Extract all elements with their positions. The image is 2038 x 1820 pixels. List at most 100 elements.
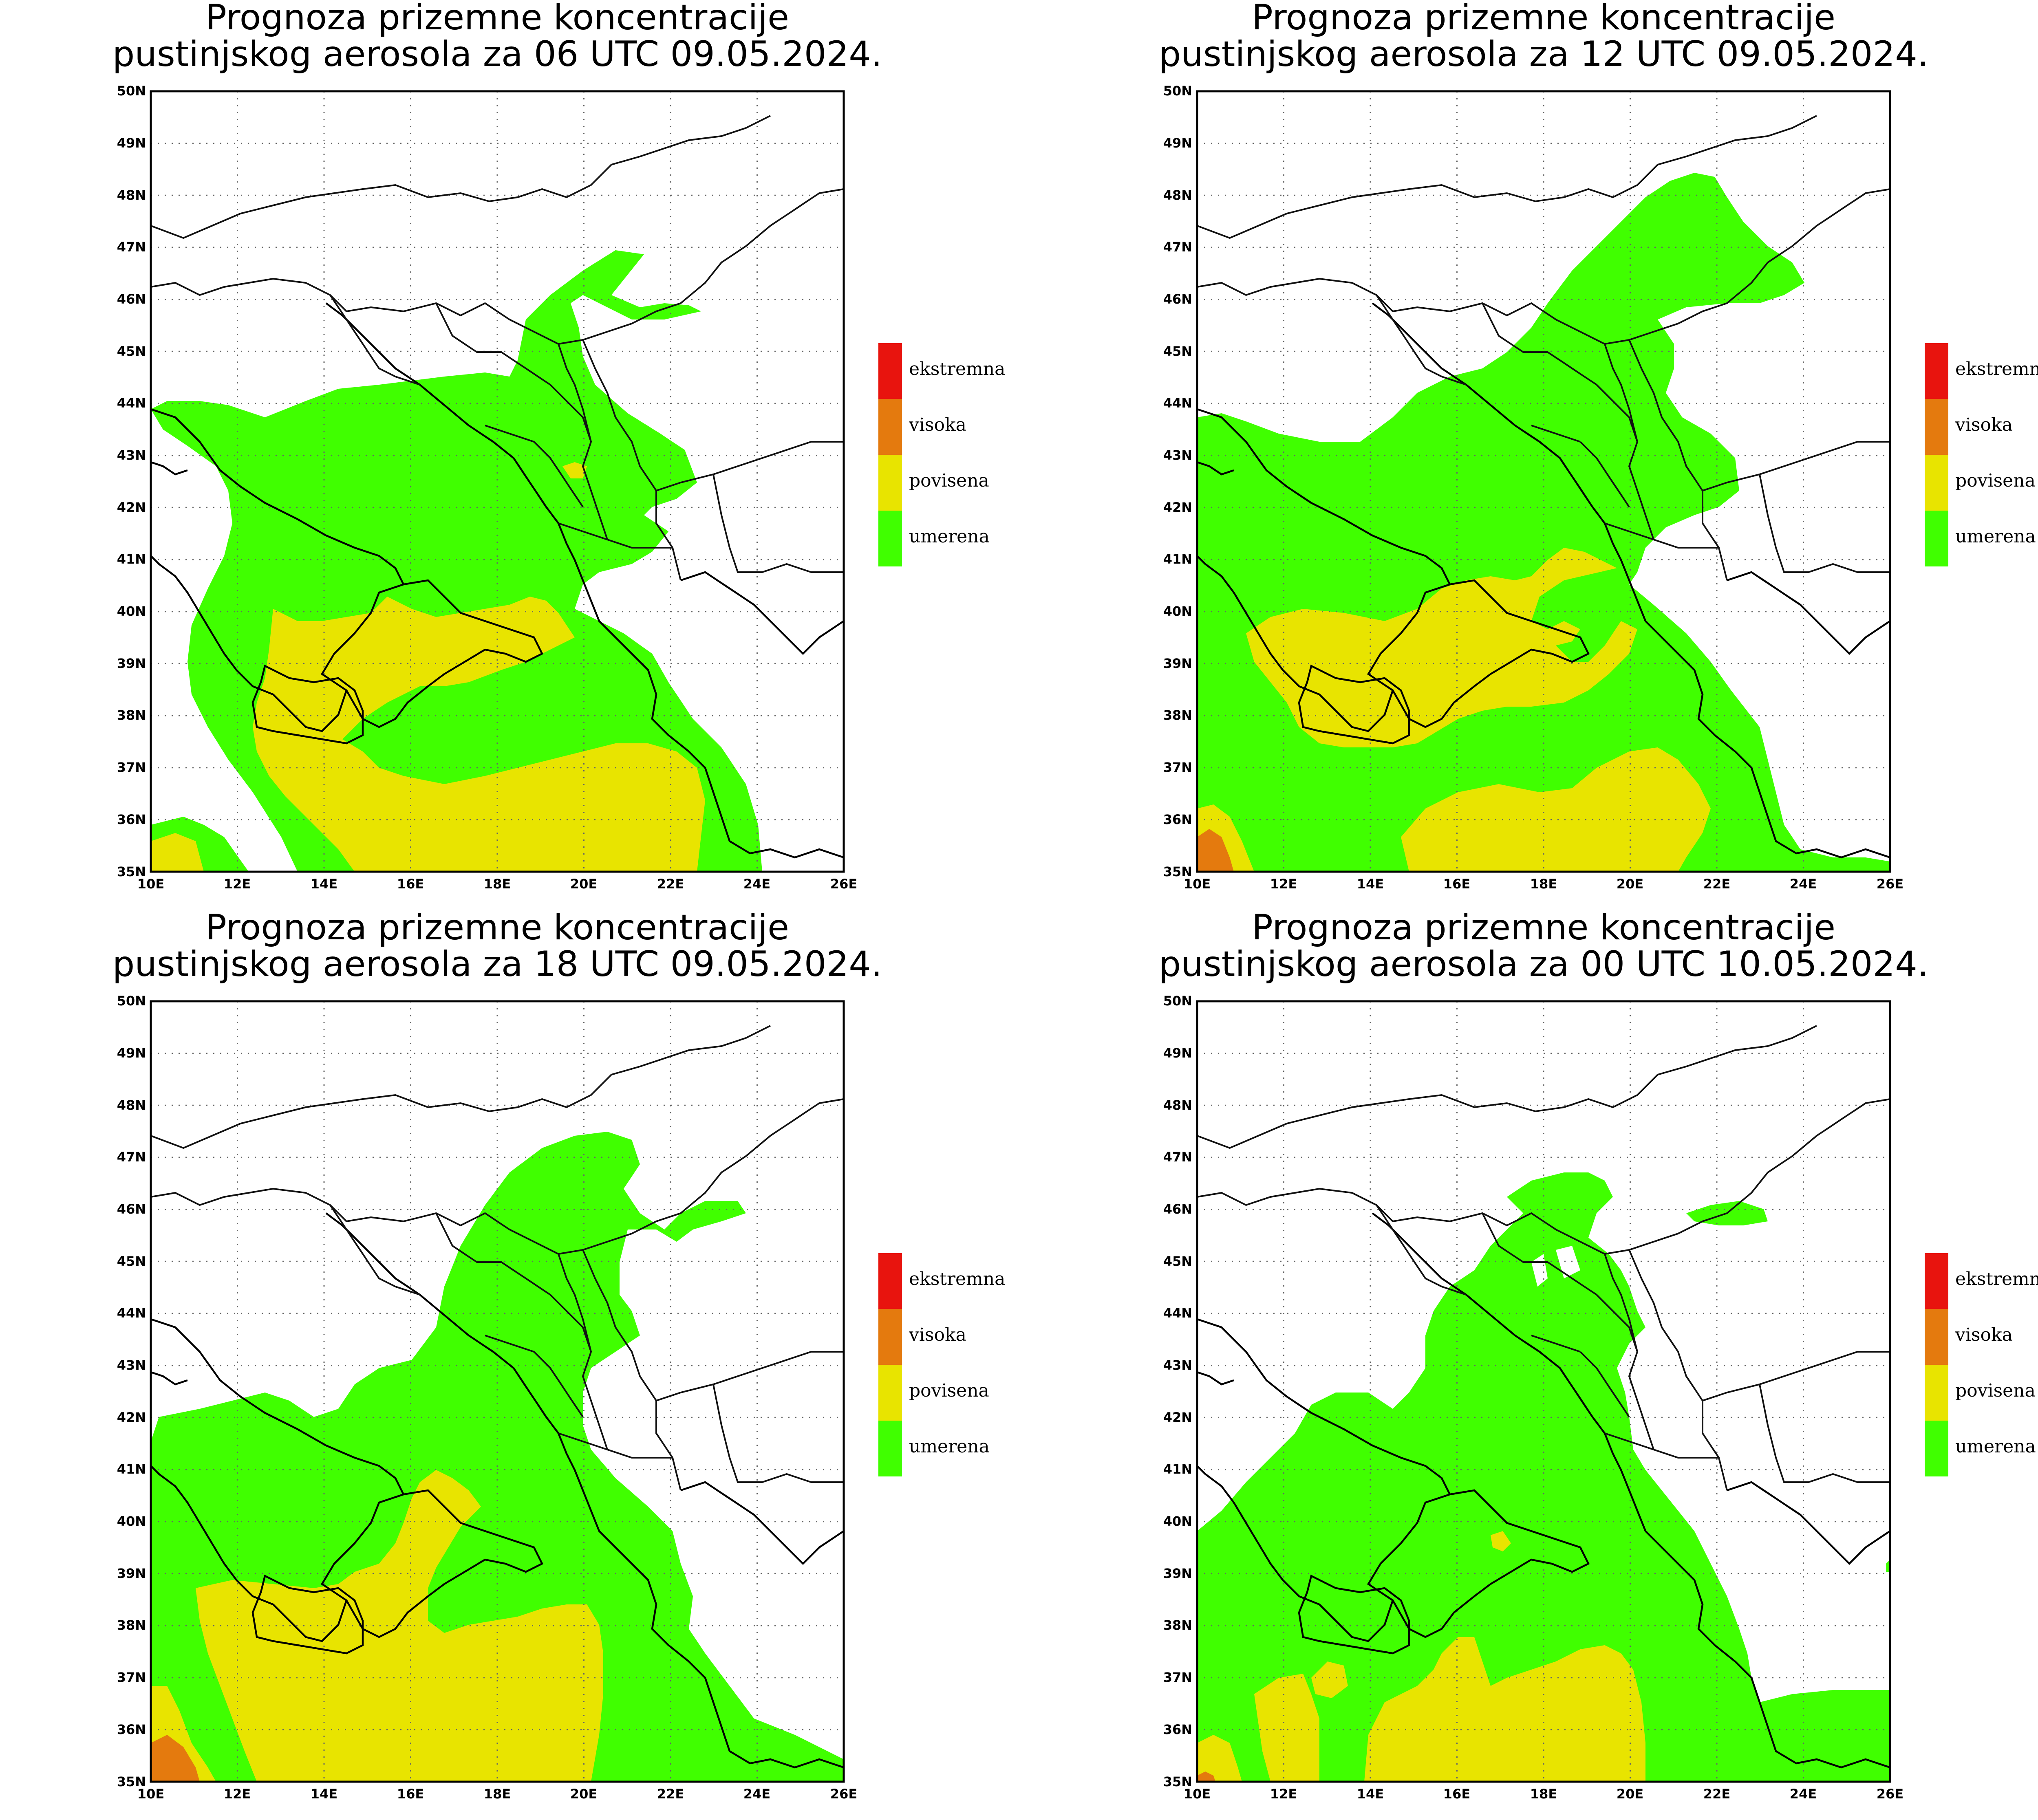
povisena-region-south bbox=[1364, 1637, 1645, 1782]
lat-tick: 45N bbox=[117, 1254, 146, 1269]
map-panel-06utc: Prognoza prizemne koncentracije pustinjs… bbox=[0, 0, 1046, 910]
legend-swatch-visoka bbox=[878, 1309, 902, 1365]
lat-tick: 36N bbox=[1163, 812, 1192, 827]
lon-axis: 10E 12E 14E 16E 18E 20E 22E 24E 26E bbox=[137, 876, 857, 892]
lon-tick: 20E bbox=[570, 876, 597, 892]
lat-tick: 44N bbox=[1163, 1305, 1192, 1321]
lat-tick: 36N bbox=[1163, 1722, 1192, 1737]
lon-axis: 10E 12E 14E 16E 18E 20E 22E 24E 26E bbox=[1184, 1786, 1903, 1802]
map-frame bbox=[1196, 90, 1891, 873]
lat-tick: 40N bbox=[1163, 1514, 1192, 1529]
umerena-region bbox=[1197, 1172, 1890, 1782]
lat-tick: 39N bbox=[1163, 1566, 1192, 1581]
lon-tick: 18E bbox=[1530, 876, 1557, 892]
legend-label: povisena bbox=[1955, 470, 2036, 491]
lon-tick: 12E bbox=[1270, 1786, 1297, 1802]
lat-tick: 44N bbox=[117, 395, 146, 411]
map-area bbox=[150, 1000, 845, 1783]
lat-tick: 35N bbox=[117, 864, 146, 879]
panel-title-line1: Prognoza prizemne koncentracije bbox=[1252, 0, 1835, 38]
lat-tick: 41N bbox=[1163, 551, 1192, 567]
lon-tick: 26E bbox=[830, 1786, 857, 1802]
legend-label: umerena bbox=[1955, 1436, 2036, 1457]
lon-tick: 22E bbox=[1703, 1786, 1730, 1802]
map-panel-12utc: Prognoza prizemne koncentracije pustinjs… bbox=[1046, 0, 2038, 910]
lon-tick: 22E bbox=[1703, 876, 1730, 892]
map-panel-svg: Prognoza prizemne koncentracije pustinjs… bbox=[1159, 0, 2038, 892]
legend-label: povisena bbox=[909, 1380, 989, 1401]
legend-label: ekstremna bbox=[909, 359, 1005, 379]
map-panel-00utc: Prognoza prizemne koncentracije pustinjs… bbox=[1046, 910, 2038, 1820]
lat-axis: 50N 49N 48N 47N 46N 45N 44N 43N 42N 41N … bbox=[117, 83, 146, 879]
povisena-region bbox=[253, 597, 705, 872]
lat-tick: 48N bbox=[117, 1097, 146, 1113]
lat-tick: 43N bbox=[117, 447, 146, 463]
lat-tick: 48N bbox=[1163, 187, 1192, 203]
lat-tick: 40N bbox=[117, 1514, 146, 1529]
gridlines bbox=[151, 91, 844, 872]
lat-tick: 37N bbox=[1163, 760, 1192, 775]
lat-tick: 36N bbox=[117, 1722, 146, 1737]
legend-swatch-umerena bbox=[878, 1421, 902, 1476]
map-frame bbox=[150, 1000, 845, 1783]
lon-tick: 12E bbox=[224, 876, 251, 892]
lon-tick: 22E bbox=[657, 876, 684, 892]
lat-tick: 49N bbox=[117, 135, 146, 151]
lon-tick: 16E bbox=[397, 1786, 424, 1802]
lat-tick: 39N bbox=[1163, 656, 1192, 671]
visoka-region-sw bbox=[1197, 829, 1234, 872]
map-panel-svg: Prognoza prizemne koncentracije pustinjs… bbox=[112, 910, 1006, 1802]
coastlines bbox=[1196, 302, 1891, 859]
lat-tick: 45N bbox=[117, 344, 146, 359]
lon-tick: 20E bbox=[1617, 876, 1643, 892]
gridlines bbox=[1197, 91, 1890, 872]
lat-tick: 42N bbox=[117, 500, 146, 515]
lat-tick: 41N bbox=[117, 551, 146, 567]
legend: ekstremna visoka povisena umerena bbox=[1925, 343, 2038, 566]
visoka-region-sw bbox=[151, 1735, 200, 1782]
povisena-spot bbox=[562, 462, 587, 478]
lon-tick: 10E bbox=[1184, 876, 1211, 892]
legend: ekstremna visoka povisena umerena bbox=[1925, 1253, 2038, 1476]
coastlines bbox=[1196, 1212, 1891, 1769]
lat-tick: 48N bbox=[117, 187, 146, 203]
map-frame bbox=[150, 90, 845, 873]
coastlines bbox=[150, 302, 845, 859]
lat-tick: 45N bbox=[1163, 344, 1192, 359]
lat-tick: 40N bbox=[117, 604, 146, 619]
lon-tick: 24E bbox=[1790, 876, 1817, 892]
legend: ekstremna visoka povisena umerena bbox=[878, 1253, 1005, 1476]
lat-tick: 43N bbox=[1163, 1357, 1192, 1373]
lon-tick: 14E bbox=[1357, 1786, 1384, 1802]
lon-tick: 26E bbox=[1877, 1786, 1903, 1802]
lat-tick: 50N bbox=[1163, 83, 1192, 99]
lon-tick: 24E bbox=[1790, 1786, 1817, 1802]
lon-tick: 10E bbox=[1184, 1786, 1211, 1802]
legend-label: umerena bbox=[909, 526, 990, 547]
lat-tick: 38N bbox=[117, 1617, 146, 1633]
map-frame bbox=[1196, 1000, 1891, 1783]
lat-tick: 35N bbox=[1163, 864, 1192, 879]
lat-tick: 49N bbox=[1163, 135, 1192, 151]
povisena-region-sw bbox=[1197, 1735, 1242, 1782]
lat-tick: 46N bbox=[117, 1201, 146, 1217]
legend-swatch-povisena bbox=[1925, 1365, 1948, 1421]
panel-title-line2: pustinjskog aerosola za 18 UTC 09.05.202… bbox=[112, 944, 882, 985]
lat-tick: 47N bbox=[117, 1149, 146, 1165]
lon-tick: 24E bbox=[743, 1786, 770, 1802]
lon-tick: 18E bbox=[484, 876, 511, 892]
lon-tick: 12E bbox=[1270, 876, 1297, 892]
lat-axis: 50N 49N 48N 47N 46N 45N 44N 43N 42N 41N … bbox=[117, 993, 146, 1789]
lat-tick: 47N bbox=[1163, 239, 1192, 255]
borders bbox=[1197, 115, 1890, 581]
legend-swatch-umerena bbox=[878, 511, 902, 566]
lon-tick: 26E bbox=[830, 876, 857, 892]
povisena-spot bbox=[1491, 1531, 1511, 1551]
map-panel-svg: Prognoza prizemne koncentracije pustinjs… bbox=[1159, 910, 2038, 1802]
legend-label: umerena bbox=[1955, 526, 2036, 547]
lat-tick: 37N bbox=[117, 760, 146, 775]
legend-swatch-ekstremna bbox=[878, 1253, 902, 1309]
legend-label: visoka bbox=[909, 1324, 966, 1345]
legend-swatch-visoka bbox=[1925, 399, 1948, 455]
lat-tick: 44N bbox=[1163, 395, 1192, 411]
